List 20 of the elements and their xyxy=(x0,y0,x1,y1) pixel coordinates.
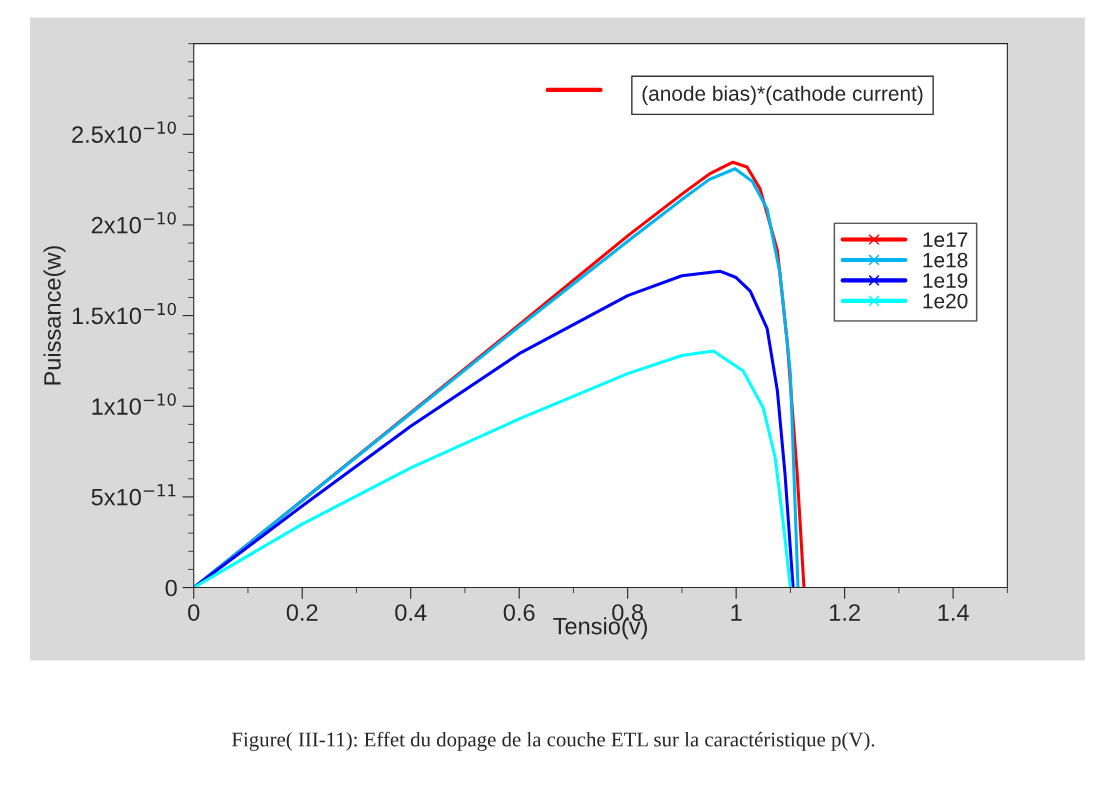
y-tick-label: 2.5x10$^{−10}$ xyxy=(72,121,176,143)
legend-label: 1e20 xyxy=(923,293,968,309)
x-tick-label: 0 xyxy=(188,604,200,621)
x-tick-label: 1 xyxy=(731,604,742,621)
x-tick-label: 0.2 xyxy=(286,604,318,621)
x-tick-label: 0.4 xyxy=(395,604,427,621)
y-tick-label: 1.5x10$^{−10}$ xyxy=(72,302,176,325)
y-tick-label: 5x10$^{−11}$ xyxy=(91,484,176,506)
legend-label: 1e18 xyxy=(923,252,968,268)
y-tick-label: 1x10$^{−10}$ xyxy=(92,393,176,415)
legend-label: 1e19 xyxy=(923,273,968,288)
annotation: (anode bias)*(cathode current) xyxy=(642,85,923,106)
y-tick-label: 0 xyxy=(165,579,177,597)
y-axis-title: Puissance(w) xyxy=(43,246,66,385)
x-tick-label: 1.4 xyxy=(938,604,969,621)
text: Figure( III-11): Effet du dopage de la couche ETL sur la caractéristique p(V). xyxy=(232,731,875,751)
x-tick-label: 1.2 xyxy=(830,604,860,621)
y-tick-label: 2x10$^{−10}$ xyxy=(91,212,176,234)
x-tick-label: 0.6 xyxy=(503,604,535,621)
legend-label: 1e17 xyxy=(923,232,968,247)
